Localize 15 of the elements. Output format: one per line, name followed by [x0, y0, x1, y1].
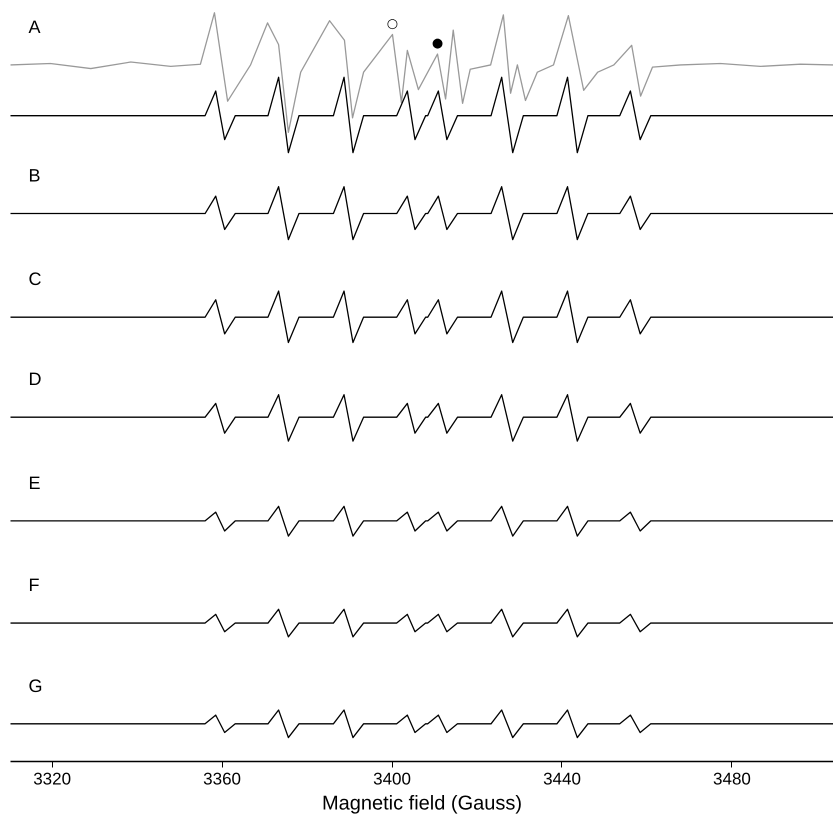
x-tick-label: 3320	[33, 770, 72, 788]
series-label: E	[28, 472, 41, 493]
series-label: F	[28, 575, 40, 596]
x-tick-label: 3360	[203, 770, 242, 788]
series-label: B	[28, 166, 41, 186]
annotation: ○	[386, 16, 398, 32]
series-label: C	[28, 269, 42, 290]
annotation: ●	[432, 36, 444, 52]
x-tick-label: 3440	[543, 770, 581, 788]
x-tick-label: 3400	[373, 770, 411, 788]
series-label: D	[28, 369, 42, 390]
x-tick-label: 3480	[713, 770, 751, 788]
x-axis-title: Magnetic field (Gauss)	[322, 792, 522, 814]
series-label: A	[28, 16, 41, 37]
series-label: G	[28, 676, 43, 696]
